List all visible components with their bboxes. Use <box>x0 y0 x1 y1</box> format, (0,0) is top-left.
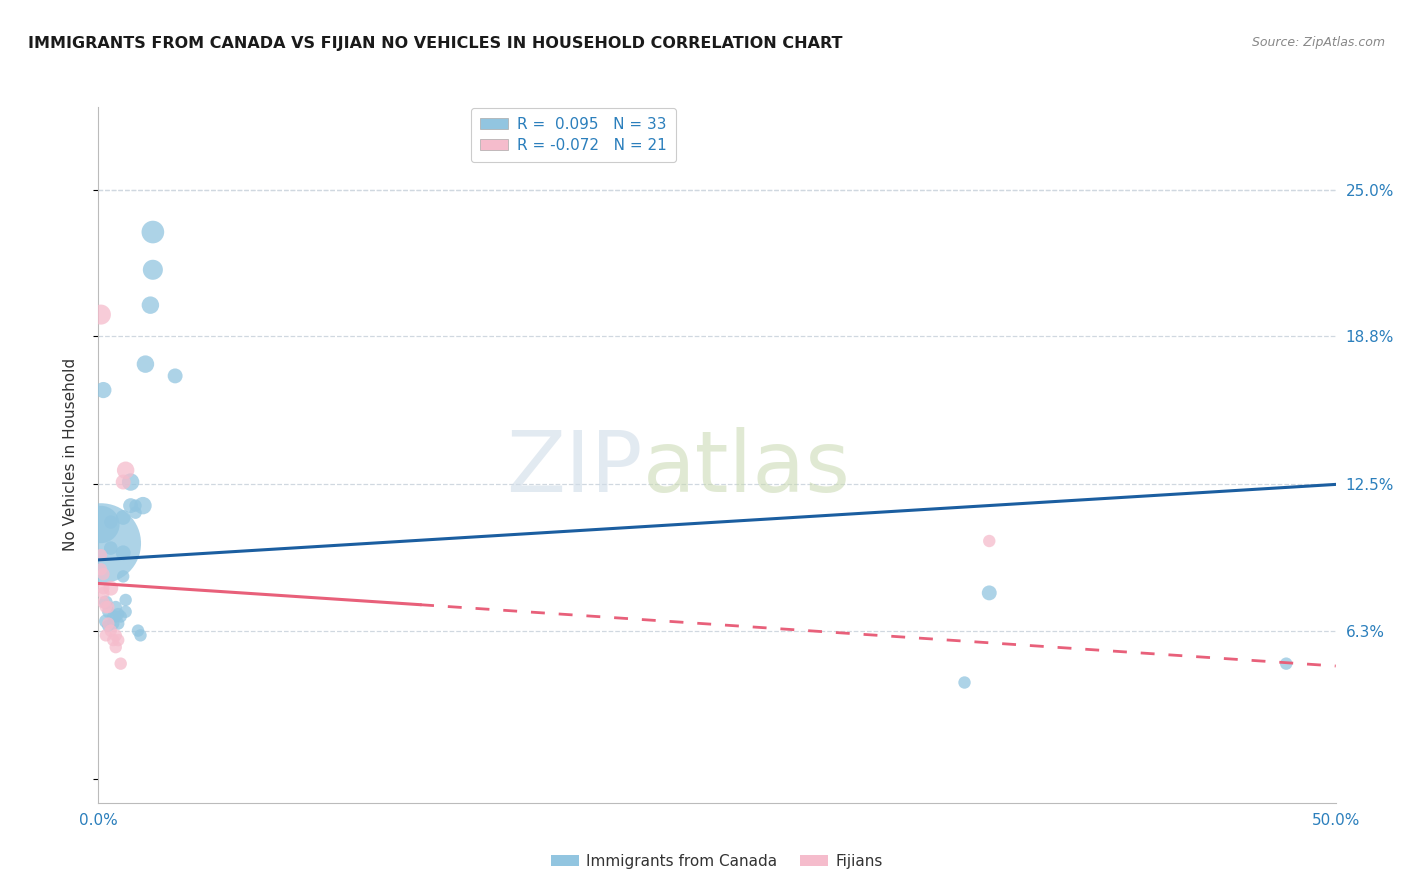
Point <box>94 614 117 628</box>
Text: IMMIGRANTS FROM CANADA VS FIJIAN NO VEHICLES IN HOUSEHOLD CORRELATION CHART: IMMIGRANTS FROM CANADA VS FIJIAN NO VEHI… <box>28 36 842 51</box>
Point <box>103 616 125 631</box>
Point <box>165 368 187 383</box>
Point <box>112 569 135 583</box>
Point <box>120 475 142 489</box>
Point <box>97 616 120 631</box>
Point <box>97 600 120 615</box>
Point <box>124 506 146 520</box>
Point <box>107 616 129 631</box>
Point <box>90 536 112 550</box>
Point <box>120 499 142 513</box>
Point <box>97 619 120 633</box>
Point <box>103 633 125 648</box>
Point <box>1275 657 1298 671</box>
Text: ZIP: ZIP <box>506 427 643 510</box>
Point <box>104 600 127 615</box>
Point <box>100 581 122 595</box>
Legend: Immigrants from Canada, Fijians: Immigrants from Canada, Fijians <box>546 848 889 875</box>
Point <box>134 357 156 371</box>
Point <box>139 298 162 312</box>
Point <box>104 628 127 642</box>
Y-axis label: No Vehicles in Household: No Vehicles in Household <box>63 359 77 551</box>
Point <box>90 548 112 562</box>
Point <box>114 605 136 619</box>
Point <box>127 624 149 638</box>
Point <box>979 534 1001 549</box>
Point <box>94 628 117 642</box>
Point <box>100 515 122 529</box>
Point <box>132 499 155 513</box>
Point <box>104 640 127 654</box>
Point <box>110 657 132 671</box>
Point <box>114 463 136 477</box>
Point <box>142 225 165 239</box>
Text: Source: ZipAtlas.com: Source: ZipAtlas.com <box>1251 36 1385 49</box>
Point <box>107 633 129 648</box>
Point <box>93 595 115 609</box>
Point <box>979 586 1001 600</box>
Point <box>107 607 129 621</box>
Point <box>142 262 165 277</box>
Point <box>93 383 115 397</box>
Point <box>104 609 127 624</box>
Point <box>129 628 152 642</box>
Point <box>93 586 115 600</box>
Point <box>124 499 146 513</box>
Point <box>97 605 120 619</box>
Point <box>112 546 135 560</box>
Point <box>103 609 125 624</box>
Point <box>93 581 115 595</box>
Point <box>90 308 112 322</box>
Point <box>953 675 976 690</box>
Point <box>90 562 112 576</box>
Point <box>110 609 132 624</box>
Point <box>94 595 117 609</box>
Point <box>90 517 112 532</box>
Point <box>100 624 122 638</box>
Point <box>112 475 135 489</box>
Point <box>100 541 122 555</box>
Point <box>94 600 117 615</box>
Point <box>112 510 135 524</box>
Point <box>93 567 115 582</box>
Text: atlas: atlas <box>643 427 851 510</box>
Point <box>114 593 136 607</box>
